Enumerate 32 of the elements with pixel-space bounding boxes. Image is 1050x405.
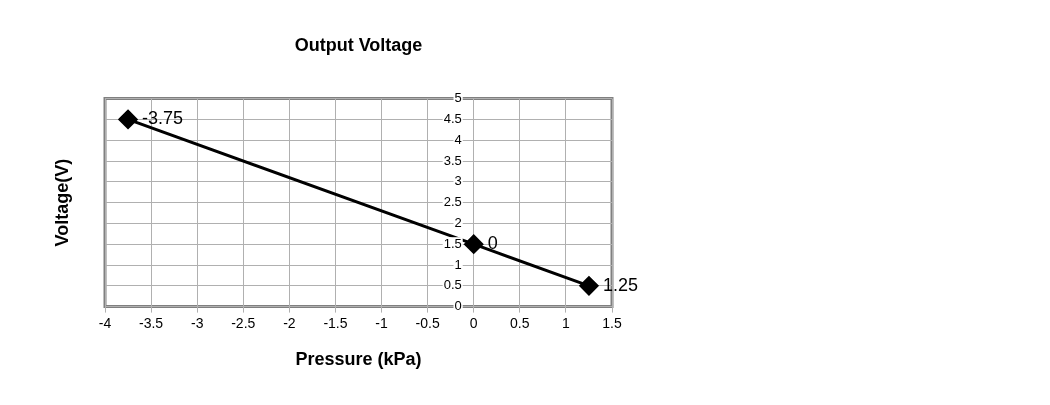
chart-title: Output Voltage xyxy=(294,34,423,55)
x-tick-label: -3.5 xyxy=(139,314,164,331)
x-tick-label: -2 xyxy=(283,314,296,331)
point xyxy=(118,109,138,129)
x-tick-label: 1.5 xyxy=(602,314,622,331)
x-tick-label: -1 xyxy=(375,314,388,331)
x-tick-label: -1.5 xyxy=(323,314,348,331)
point xyxy=(464,234,484,254)
annotation: 1.25 xyxy=(602,274,638,295)
y-tick-label: 4 xyxy=(454,131,462,147)
y-tick-label: 1.5 xyxy=(443,235,462,251)
y-tick-label: 1 xyxy=(454,256,462,272)
x-tick-label: -0.5 xyxy=(415,314,440,331)
x-tick-label: 1 xyxy=(562,314,571,331)
x-tick-label: -4 xyxy=(98,314,112,331)
x-tick-label: 0.5 xyxy=(510,314,530,331)
annotation: 0 xyxy=(487,233,498,254)
y-tick-label: 4.5 xyxy=(443,110,462,126)
y-axis-title: Voltage(V) xyxy=(51,158,72,247)
annotation: -3.75 xyxy=(142,108,184,129)
y-tick-label: 0.5 xyxy=(443,277,462,293)
x-axis-title: Pressure (kPa) xyxy=(295,349,422,370)
y-tick-label: 2.5 xyxy=(443,194,462,210)
y-tick-label: 3 xyxy=(454,173,462,189)
y-tick-label: 2 xyxy=(454,214,462,230)
y-tick-label: 5 xyxy=(454,90,462,106)
y-tick-label: 0 xyxy=(454,298,462,314)
x-tick-label: -3 xyxy=(190,314,204,331)
point xyxy=(579,276,599,296)
x-tick-label: 0 xyxy=(469,314,478,331)
x-tick-label: -2.5 xyxy=(231,314,256,331)
y-tick-label: 3.5 xyxy=(443,152,462,168)
